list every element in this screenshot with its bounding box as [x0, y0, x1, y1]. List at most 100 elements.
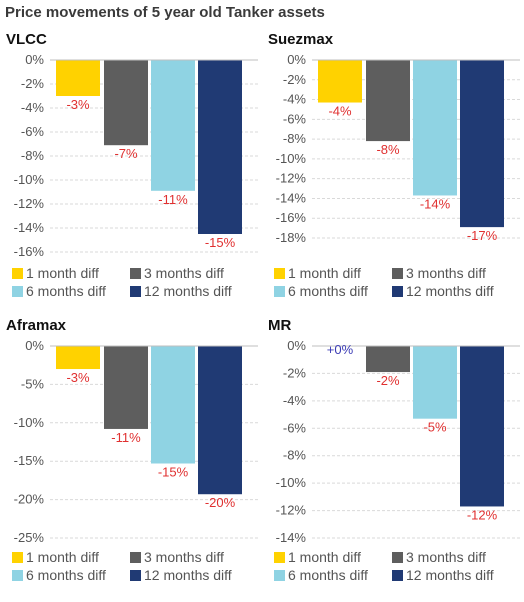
bar-12-months-diff	[460, 60, 504, 228]
y-tick-label: -4%	[283, 92, 307, 107]
y-tick-label: -10%	[14, 415, 45, 430]
data-label: -15%	[158, 465, 189, 480]
y-tick-label: -10%	[276, 475, 307, 490]
legend-swatch-3-months-diff	[130, 552, 141, 563]
legend-label: 12 months diff	[144, 283, 232, 299]
bar-1-month-diff	[318, 60, 362, 103]
y-tick-label: -8%	[21, 148, 45, 163]
legend-swatch-1-month-diff	[274, 552, 285, 563]
y-tick-label: 0%	[25, 338, 44, 353]
y-tick-label: -2%	[283, 365, 307, 380]
y-tick-label: -15%	[14, 453, 45, 468]
y-tick-label: 0%	[25, 52, 44, 67]
chart-title-mr: MR	[268, 317, 291, 334]
y-tick-label: -16%	[14, 244, 45, 259]
legend-label: 1 month diff	[288, 549, 361, 565]
data-label: -7%	[114, 146, 138, 161]
bar-6-months-diff	[413, 346, 457, 419]
legend-label: 12 months diff	[406, 283, 494, 299]
legend-swatch-3-months-diff	[392, 268, 403, 279]
y-tick-label: -20%	[14, 492, 45, 507]
data-label: -11%	[111, 430, 141, 445]
legend-label: 12 months diff	[406, 567, 494, 583]
legend-label: 3 months diff	[144, 549, 224, 565]
legend-swatch-12-months-diff	[130, 286, 141, 297]
y-tick-label: -12%	[276, 503, 307, 518]
legend-label: 3 months diff	[406, 549, 486, 565]
data-label: -20%	[205, 495, 236, 510]
y-tick-label: -14%	[276, 530, 307, 545]
y-tick-label: 0%	[287, 52, 306, 67]
bar-12-months-diff	[198, 60, 242, 234]
legend-label: 3 months diff	[406, 265, 486, 281]
y-tick-label: -12%	[14, 196, 45, 211]
bar-1-month-diff	[56, 346, 100, 370]
data-label: -5%	[423, 420, 447, 435]
y-tick-label: -10%	[14, 172, 45, 187]
data-label: -3%	[66, 370, 90, 385]
legend-swatch-1-month-diff	[12, 268, 23, 279]
legend-label: 1 month diff	[288, 265, 361, 281]
data-label: -15%	[205, 235, 236, 250]
chart-panel-mr: MR 0% -2% -4% -6% -8% -10% -12% -14% +0% -2% -5% -12…	[268, 317, 520, 583]
bar-12-months-diff	[198, 346, 242, 495]
y-tick-label: -16%	[276, 210, 307, 225]
legend-swatch-6-months-diff	[274, 570, 285, 581]
chart-panel-suezmax: Suezmax 0% -2% -4% -6% -8% -10% -12% -14% -16% -18…	[268, 31, 520, 299]
page-title: Price movements of 5 year old Tanker ass…	[5, 4, 325, 21]
bar-6-months-diff	[413, 60, 457, 196]
y-tick-label: -6%	[283, 111, 307, 126]
data-label: -2%	[376, 373, 400, 388]
chart-panel-vlcc: VLCC 0% -2% -4% -6% -8% -10% -12% -14% -16% -3% -7%…	[6, 31, 258, 299]
data-label: -8%	[376, 142, 400, 157]
y-tick-label: -4%	[21, 100, 45, 115]
data-label: -17%	[467, 228, 498, 243]
legend-swatch-1-month-diff	[12, 552, 23, 563]
legend-swatch-12-months-diff	[392, 570, 403, 581]
y-tick-label: -8%	[283, 448, 307, 463]
legend-swatch-12-months-diff	[392, 286, 403, 297]
data-label: +0%	[327, 342, 354, 357]
legend-swatch-3-months-diff	[392, 552, 403, 563]
legend-swatch-3-months-diff	[130, 268, 141, 279]
legend-swatch-12-months-diff	[130, 570, 141, 581]
y-tick-label: -12%	[276, 171, 307, 186]
y-tick-label: -14%	[276, 190, 307, 205]
bar-3-months-diff	[366, 60, 410, 142]
legend-swatch-6-months-diff	[274, 286, 285, 297]
legend-label: 1 month diff	[26, 549, 99, 565]
legend-label: 3 months diff	[144, 265, 224, 281]
chart-panel-aframax: Aframax 0% -5% -10% -15% -20% -25% -3% -11% -15% -…	[6, 317, 258, 583]
y-tick-label: -2%	[21, 76, 45, 91]
legend-label: 6 months diff	[26, 567, 106, 583]
legend-label: 6 months diff	[26, 283, 106, 299]
bar-6-months-diff	[151, 60, 195, 191]
legend-swatch-1-month-diff	[274, 268, 285, 279]
data-label: -3%	[66, 97, 90, 112]
y-tick-label: -6%	[283, 420, 307, 435]
bar-6-months-diff	[151, 346, 195, 464]
y-tick-label: -6%	[21, 124, 45, 139]
y-tick-label: -8%	[283, 131, 307, 146]
bar-3-months-diff	[104, 60, 148, 146]
legend-label: 6 months diff	[288, 283, 368, 299]
chart-title-suezmax: Suezmax	[268, 31, 334, 48]
legend-label: 12 months diff	[144, 567, 232, 583]
y-tick-label: -4%	[283, 393, 307, 408]
bar-12-months-diff	[460, 346, 504, 507]
y-tick-label: -5%	[21, 376, 45, 391]
y-tick-label: -14%	[14, 220, 45, 235]
y-tick-label: -18%	[276, 230, 307, 245]
data-label: -12%	[467, 507, 498, 522]
data-label: -14%	[420, 196, 451, 211]
data-label: -11%	[158, 192, 188, 207]
bar-1-month-diff	[56, 60, 100, 96]
legend-label: 6 months diff	[288, 567, 368, 583]
bar-3-months-diff	[366, 346, 410, 373]
y-tick-label: -2%	[283, 72, 307, 87]
y-tick-label: -25%	[14, 530, 45, 545]
y-tick-label: 0%	[287, 338, 306, 353]
y-tick-label: -10%	[276, 151, 307, 166]
data-label: -4%	[328, 104, 352, 119]
chart-title-vlcc: VLCC	[6, 31, 47, 48]
